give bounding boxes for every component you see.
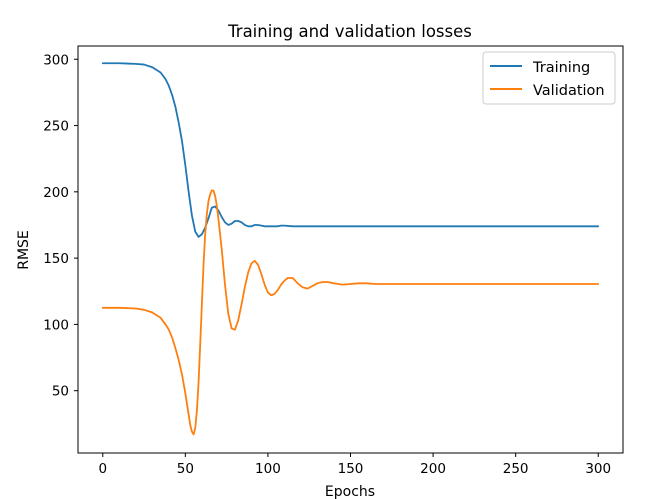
x-axis-label: Epochs — [325, 484, 375, 499]
y-tick-label: 50 — [52, 384, 69, 400]
x-tick-label: 150 — [338, 461, 364, 477]
x-tick-label: 250 — [503, 461, 529, 477]
y-tick-label: 150 — [43, 251, 69, 267]
x-tick-label: 50 — [177, 461, 194, 477]
legend: Training Validation — [482, 51, 616, 105]
y-tick-label: 300 — [43, 52, 69, 68]
x-tick-label: 100 — [255, 461, 281, 477]
series-layer — [101, 62, 600, 436]
legend-label-validation: Validation — [533, 83, 605, 99]
y-axis-label: RMSE — [16, 230, 32, 270]
legend-label-training: Training — [532, 60, 590, 76]
y-tick-label: 250 — [43, 119, 69, 135]
series-line-training — [101, 62, 600, 238]
y-axis-ticks: 50 100 150 200 250 300 — [43, 52, 78, 400]
series-line-validation — [101, 189, 600, 436]
y-tick-label: 100 — [43, 317, 69, 333]
x-tick-label: 300 — [585, 461, 611, 477]
x-tick-label: 0 — [98, 461, 107, 477]
chart-title: Training and validation losses — [227, 22, 472, 41]
x-axis-ticks: 0 50 100 150 200 250 300 — [98, 453, 611, 477]
y-tick-label: 200 — [43, 185, 69, 201]
x-tick-label: 200 — [420, 461, 446, 477]
